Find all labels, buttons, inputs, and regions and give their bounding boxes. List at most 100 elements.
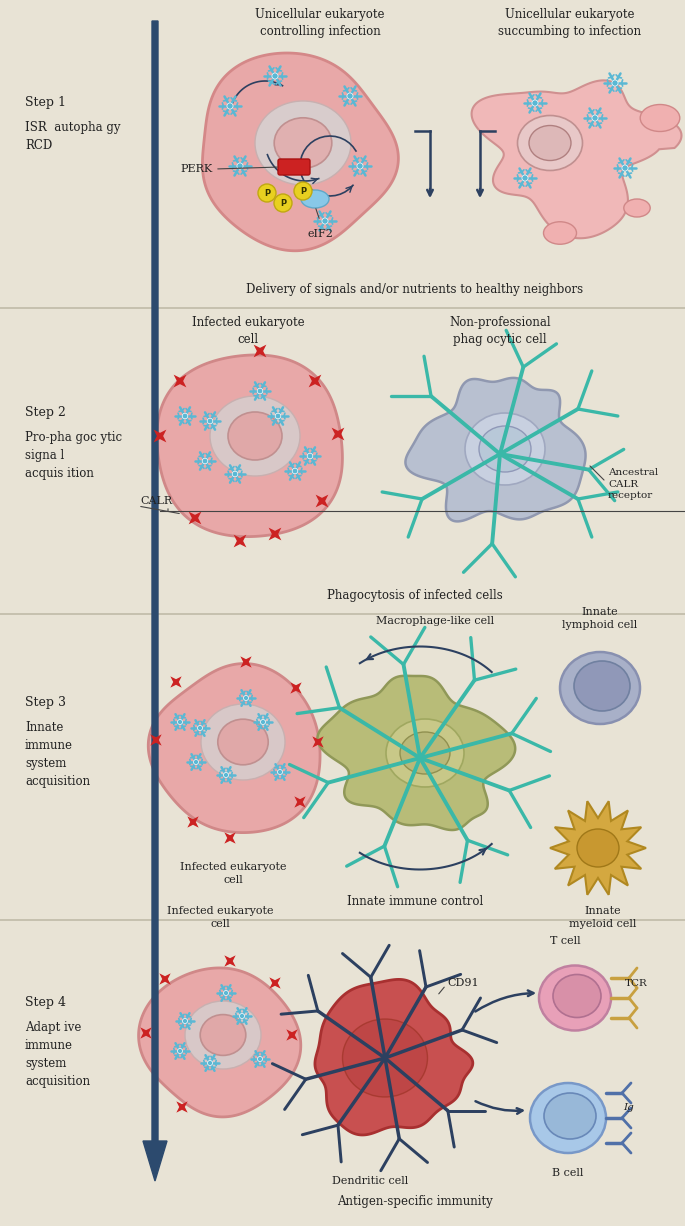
Circle shape <box>207 418 213 424</box>
Circle shape <box>357 163 363 169</box>
Text: Ancestral
CALR
receptor: Ancestral CALR receptor <box>608 467 658 500</box>
Ellipse shape <box>574 661 630 711</box>
Text: Ig: Ig <box>623 1103 634 1112</box>
Circle shape <box>592 115 598 121</box>
Polygon shape <box>173 375 186 387</box>
Text: P: P <box>300 186 306 195</box>
Polygon shape <box>138 969 301 1117</box>
Polygon shape <box>140 1027 151 1038</box>
Ellipse shape <box>400 732 450 774</box>
Text: Delivery of signals and/or nutrients to healthy neighbors: Delivery of signals and/or nutrients to … <box>247 283 584 295</box>
Ellipse shape <box>577 829 619 867</box>
Polygon shape <box>550 802 646 895</box>
Text: Dendritic cell: Dendritic cell <box>332 1176 408 1186</box>
Polygon shape <box>269 977 281 988</box>
Circle shape <box>182 413 188 419</box>
Circle shape <box>347 93 353 99</box>
Text: Innate
lymphoid cell: Innate lymphoid cell <box>562 607 638 630</box>
Text: B cell: B cell <box>552 1168 584 1178</box>
Text: eIF2: eIF2 <box>307 229 333 239</box>
Ellipse shape <box>200 1015 246 1056</box>
Polygon shape <box>150 734 162 745</box>
Ellipse shape <box>530 1083 606 1152</box>
Ellipse shape <box>255 101 351 185</box>
Ellipse shape <box>553 975 601 1018</box>
Circle shape <box>202 459 208 463</box>
Circle shape <box>258 1057 262 1062</box>
Polygon shape <box>153 429 166 443</box>
Text: CALR: CALR <box>140 497 172 506</box>
Text: Innate
immune
system
acquisition: Innate immune system acquisition <box>25 721 90 788</box>
Ellipse shape <box>342 1019 427 1097</box>
Text: T cell: T cell <box>549 935 580 946</box>
Polygon shape <box>286 1030 298 1041</box>
Ellipse shape <box>228 412 282 460</box>
Circle shape <box>532 101 538 107</box>
Circle shape <box>223 772 229 777</box>
Text: Non-professional
phag ocytic cell: Non-professional phag ocytic cell <box>449 316 551 346</box>
Circle shape <box>257 389 263 394</box>
Circle shape <box>237 163 243 169</box>
Polygon shape <box>316 494 328 508</box>
Text: Infected eukaryote
cell: Infected eukaryote cell <box>179 862 286 885</box>
Circle shape <box>243 695 249 700</box>
Ellipse shape <box>560 652 640 725</box>
Circle shape <box>307 454 313 459</box>
Circle shape <box>223 991 229 996</box>
Text: Adapt ive
immune
system
acquisition: Adapt ive immune system acquisition <box>25 1021 90 1087</box>
Circle shape <box>274 194 292 212</box>
FancyArrow shape <box>143 21 167 1181</box>
Polygon shape <box>290 683 301 694</box>
Text: Infected eukaryote
cell: Infected eukaryote cell <box>166 906 273 929</box>
Circle shape <box>240 1014 245 1019</box>
Circle shape <box>193 759 199 765</box>
Circle shape <box>622 166 628 172</box>
Polygon shape <box>171 677 182 688</box>
Polygon shape <box>203 53 399 251</box>
Circle shape <box>294 181 312 200</box>
Text: Phagocytosis of infected cells: Phagocytosis of infected cells <box>327 588 503 602</box>
Circle shape <box>177 1048 182 1053</box>
Text: Unicellular eukaryote
succumbing to infection: Unicellular eukaryote succumbing to infe… <box>499 9 642 38</box>
Text: ISR  autopha gy
RCD: ISR autopha gy RCD <box>25 121 121 152</box>
Circle shape <box>277 770 282 775</box>
Ellipse shape <box>544 1094 596 1139</box>
Text: Macrophage-like cell: Macrophage-like cell <box>376 615 494 626</box>
Polygon shape <box>148 663 320 832</box>
Ellipse shape <box>529 125 571 161</box>
Ellipse shape <box>640 104 680 131</box>
Polygon shape <box>225 955 236 966</box>
Polygon shape <box>187 817 199 828</box>
Ellipse shape <box>517 115 582 170</box>
Ellipse shape <box>218 720 269 765</box>
Polygon shape <box>225 832 236 843</box>
Polygon shape <box>160 973 171 984</box>
Ellipse shape <box>301 190 329 208</box>
Circle shape <box>177 720 182 725</box>
Text: Innate
myeloid cell: Innate myeloid cell <box>569 906 636 929</box>
Polygon shape <box>295 797 306 808</box>
Circle shape <box>258 184 276 202</box>
Text: TCR: TCR <box>625 978 648 987</box>
Circle shape <box>612 80 618 86</box>
Ellipse shape <box>479 425 531 472</box>
Text: Step 1: Step 1 <box>25 96 66 109</box>
Ellipse shape <box>274 118 332 168</box>
Ellipse shape <box>624 199 650 217</box>
Text: CD91: CD91 <box>447 978 479 988</box>
Polygon shape <box>312 737 323 748</box>
Ellipse shape <box>185 1000 261 1069</box>
Polygon shape <box>188 511 201 525</box>
Text: Step 4: Step 4 <box>25 996 66 1009</box>
Circle shape <box>260 720 266 725</box>
Circle shape <box>182 1019 188 1024</box>
Polygon shape <box>234 535 247 547</box>
Ellipse shape <box>210 396 300 476</box>
Text: Infected eukaryote
cell: Infected eukaryote cell <box>192 316 304 346</box>
Polygon shape <box>332 428 345 440</box>
Ellipse shape <box>465 413 545 485</box>
Text: Innate immune control: Innate immune control <box>347 895 483 908</box>
Ellipse shape <box>543 222 577 244</box>
Circle shape <box>197 726 203 731</box>
Circle shape <box>232 471 238 477</box>
